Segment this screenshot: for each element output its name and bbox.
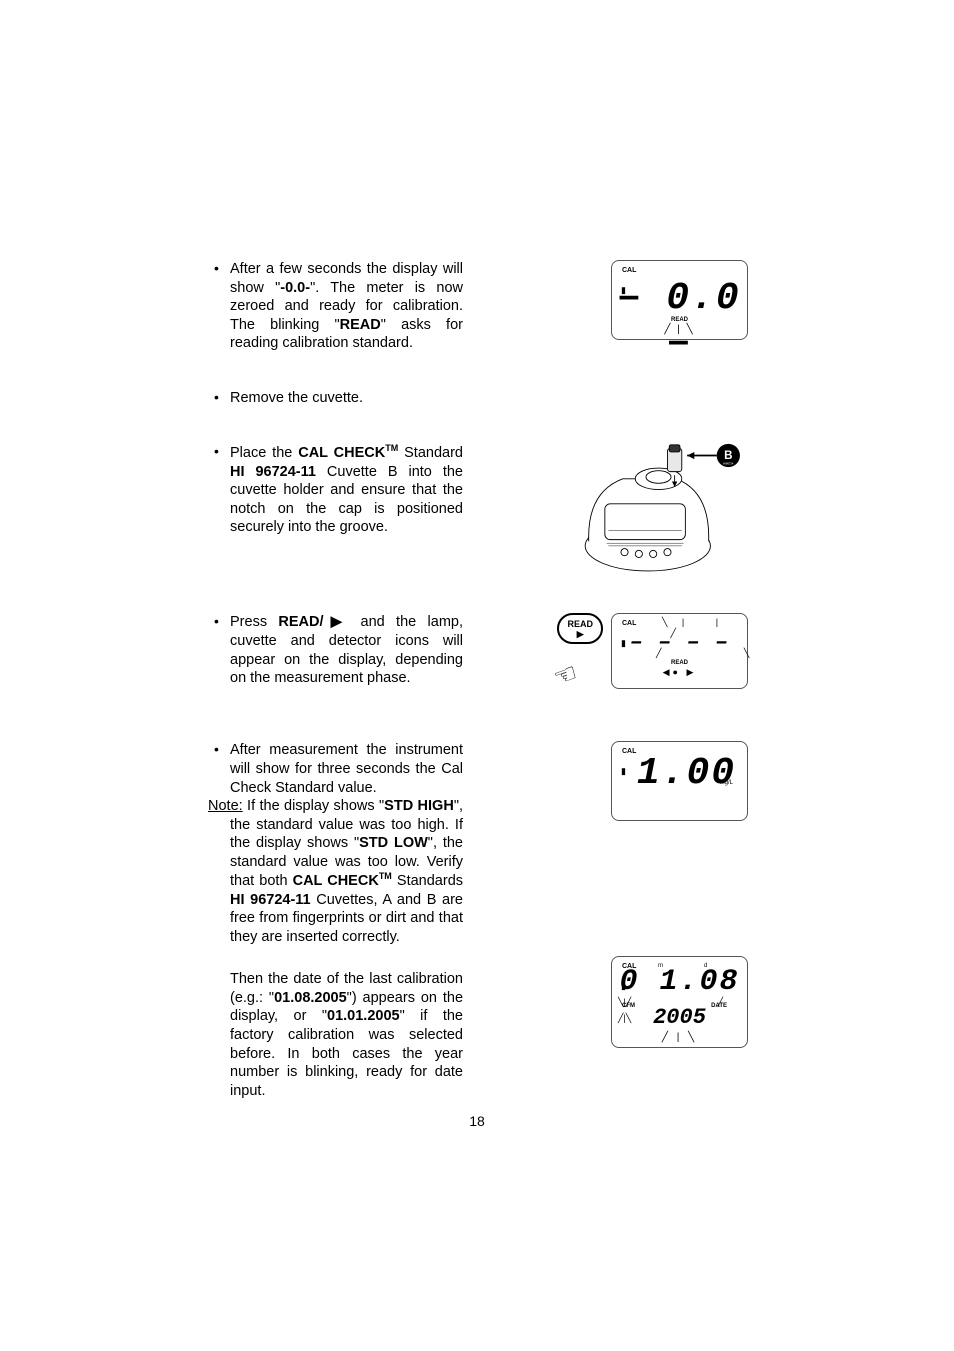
step-5-note: Note: If the display shows "STD HIGH", t… bbox=[208, 797, 463, 946]
read-press-group: READ ▶ ☜ CAL ▮ ╲ | | ╱ – – – – ╱ ╲ READ … bbox=[557, 613, 748, 689]
t: READ/▶ bbox=[278, 614, 349, 630]
page-number: 18 bbox=[0, 1113, 954, 1129]
t: 01.08.2005 bbox=[274, 990, 347, 1006]
read-button-label: READ bbox=[567, 619, 593, 629]
t: CAL CHECK bbox=[293, 873, 379, 889]
step-1-bullet: After a few seconds the display will sho… bbox=[208, 260, 463, 353]
step-5-bullet: After measurement the instrument will sh… bbox=[208, 741, 463, 797]
blink-rays-icon: ╱ | ╲ bbox=[612, 324, 747, 335]
lcd-date-display: CAL ▮ m d 0 1.08 CFM DATE ╲|╱ ╱|╲ ╱ 2005… bbox=[611, 956, 748, 1048]
lcd-unit: mg/L bbox=[720, 780, 733, 786]
step-4-row: Press READ/▶ and the lamp, cuvette and d… bbox=[208, 613, 748, 689]
t: CAL CHECK bbox=[298, 445, 385, 461]
step-4-text: Press READ/▶ and the lamp, cuvette and d… bbox=[208, 613, 463, 687]
t: Standard bbox=[398, 445, 463, 461]
step-1-text: After a few seconds the display will sho… bbox=[208, 260, 463, 353]
step-3-figure: B HI96724 bbox=[463, 443, 748, 577]
step-1-row: After a few seconds the display will sho… bbox=[208, 260, 748, 353]
lcd-value: 1.00 bbox=[626, 752, 747, 795]
step-1-figure: CAL ▮ – 0.0 – READ ╱ | ╲ bbox=[463, 260, 748, 340]
t: 01.01.2005 bbox=[327, 1008, 400, 1024]
step-5-figure: CAL ▮ 1.00 mg/L bbox=[463, 741, 748, 821]
lcd-read-label: READ bbox=[612, 317, 747, 323]
step-5-row: After measurement the instrument will sh… bbox=[208, 741, 748, 946]
lcd-read-label: READ bbox=[612, 660, 747, 666]
t: Place the bbox=[230, 445, 298, 461]
lcd-measuring-display: CAL ▮ ╲ | | ╱ – – – – ╱ ╲ READ ◀● ▶ bbox=[611, 613, 748, 689]
t: Press bbox=[230, 614, 278, 630]
lcd-date-top: 0 1.08 bbox=[612, 965, 747, 999]
trademark-icon: TM bbox=[379, 871, 392, 881]
cuvette-b-badge: B bbox=[724, 449, 732, 462]
lcd-cal-label: CAL bbox=[622, 620, 636, 627]
lcd-cal-label: CAL bbox=[622, 267, 636, 274]
meter-device-illustration: B HI96724 bbox=[578, 443, 748, 577]
t: STD HIGH bbox=[384, 798, 454, 814]
play-icon: ▶ bbox=[567, 629, 593, 640]
lcd-year: 2005 bbox=[612, 1005, 747, 1030]
step-4-figure: READ ▶ ☜ CAL ▮ ╲ | | ╱ – – – – ╱ ╲ READ … bbox=[463, 613, 748, 689]
step-6-paragraph: Then the date of the last calibration (e… bbox=[208, 970, 463, 1100]
step-6-text: Then the date of the last calibration (e… bbox=[208, 956, 463, 1100]
t: -0.0- bbox=[280, 280, 310, 296]
t: If the display shows " bbox=[243, 798, 385, 814]
hand-pointer-icon: ☜ bbox=[550, 651, 602, 691]
step-2-text: Remove the cuvette. bbox=[208, 389, 748, 408]
t: STD LOW bbox=[359, 835, 428, 851]
svg-text:HI96724: HI96724 bbox=[723, 462, 734, 466]
step-2-row: Remove the cuvette. bbox=[208, 389, 748, 408]
trademark-icon: TM bbox=[385, 443, 398, 453]
step-5-text: After measurement the instrument will sh… bbox=[208, 741, 463, 946]
t: READ bbox=[340, 317, 381, 333]
blink-rays-icon: ╱ | ╲ bbox=[612, 1032, 747, 1043]
t: HI 96724-11 bbox=[230, 464, 316, 480]
lcd-cal-value-display: CAL ▮ 1.00 mg/L bbox=[611, 741, 748, 821]
page-content: After a few seconds the display will sho… bbox=[208, 260, 748, 1100]
step-3-bullet: Place the CAL CHECKTM Standard HI 96724-… bbox=[208, 443, 463, 537]
lcd-zero-display: CAL ▮ – 0.0 – READ ╱ | ╲ bbox=[611, 260, 748, 340]
step-6-figure: CAL ▮ m d 0 1.08 CFM DATE ╲|╱ ╱|╲ ╱ 2005… bbox=[463, 956, 748, 1048]
read-button-icon: READ ▶ bbox=[557, 613, 603, 644]
step-4-bullet: Press READ/▶ and the lamp, cuvette and d… bbox=[208, 613, 463, 687]
blink-rays-icon: ╱ ╲ bbox=[656, 648, 733, 659]
t: HI 96724-11 bbox=[230, 892, 311, 908]
step-3-row: Place the CAL CHECKTM Standard HI 96724-… bbox=[208, 443, 748, 577]
lamp-cuvette-detector-icons: ◀● ▶ bbox=[612, 667, 747, 678]
step-3-text: Place the CAL CHECKTM Standard HI 96724-… bbox=[208, 443, 463, 537]
step-2-bullet: Remove the cuvette. bbox=[208, 389, 748, 408]
step-6-row: Then the date of the last calibration (e… bbox=[208, 956, 748, 1100]
t: Standards bbox=[392, 873, 463, 889]
note-label: Note: bbox=[208, 798, 243, 814]
